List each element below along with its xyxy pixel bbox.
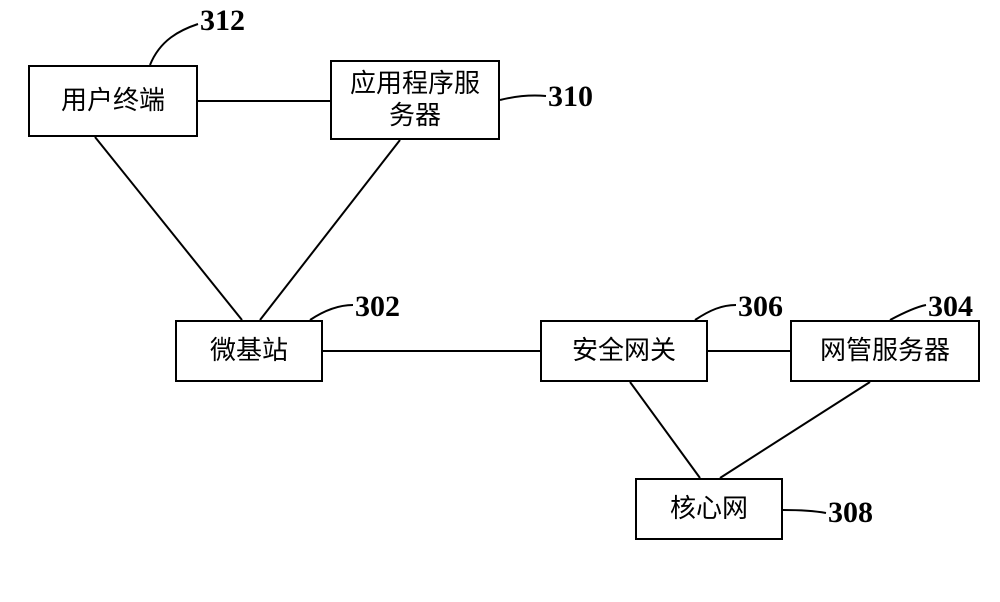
- ref-label-308: 308: [828, 496, 873, 530]
